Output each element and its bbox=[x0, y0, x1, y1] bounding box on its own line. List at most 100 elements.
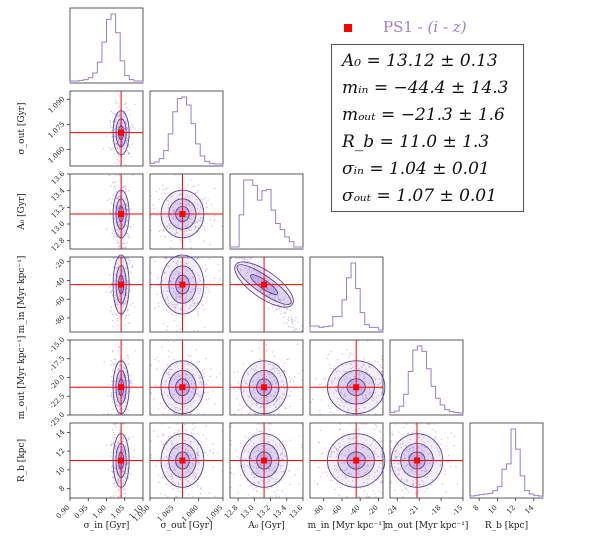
y-tick-label: 14 bbox=[54, 428, 66, 440]
sample-point bbox=[108, 383, 110, 386]
sample-point bbox=[178, 194, 181, 197]
sample-point bbox=[360, 487, 362, 489]
sample-point bbox=[230, 423, 232, 425]
sample-point bbox=[118, 196, 120, 198]
sample-point bbox=[109, 121, 112, 124]
sample-point bbox=[381, 371, 383, 373]
sample-point bbox=[258, 347, 260, 350]
sample-point bbox=[205, 206, 207, 209]
sample-point bbox=[335, 482, 337, 484]
sample-point bbox=[180, 221, 182, 224]
truth-marker bbox=[118, 384, 125, 391]
sample-point bbox=[128, 143, 130, 146]
sample-point bbox=[110, 111, 113, 113]
sample-point bbox=[127, 139, 129, 142]
sample-point bbox=[322, 452, 324, 454]
sample-point bbox=[150, 195, 152, 197]
sample-point bbox=[310, 401, 312, 403]
sample-point bbox=[195, 221, 197, 223]
sample-point bbox=[108, 174, 111, 177]
sample-point bbox=[445, 445, 447, 448]
sample-point bbox=[427, 423, 430, 425]
sample-point bbox=[322, 388, 324, 391]
sample-point bbox=[116, 487, 119, 489]
sample-point bbox=[196, 412, 199, 414]
sample-point bbox=[122, 423, 124, 425]
sample-point bbox=[200, 198, 202, 200]
sample-point bbox=[156, 293, 158, 295]
sample-point bbox=[111, 476, 114, 478]
sample-point bbox=[330, 350, 332, 353]
sample-point bbox=[162, 444, 164, 446]
sample-point bbox=[159, 403, 161, 405]
panel-sigma_in-vs-R_b bbox=[69, 422, 144, 499]
sample-point bbox=[283, 307, 286, 310]
x-tick-label: 13.0 bbox=[239, 504, 256, 521]
sample-point bbox=[296, 468, 299, 470]
sample-point bbox=[284, 371, 286, 373]
y-tick-label: -40 bbox=[53, 276, 67, 290]
sample-point bbox=[114, 205, 116, 207]
sample-point bbox=[314, 480, 316, 482]
sample-point bbox=[118, 224, 120, 226]
sample-point bbox=[115, 222, 117, 224]
x-tick-label: -18 bbox=[429, 504, 443, 518]
sample-point bbox=[322, 472, 324, 475]
sample-point bbox=[160, 235, 162, 237]
sample-point bbox=[177, 292, 179, 295]
sample-point bbox=[164, 236, 167, 238]
sample-point bbox=[173, 210, 176, 212]
sample-point bbox=[124, 302, 127, 304]
sample-point bbox=[221, 430, 223, 432]
sample-point bbox=[134, 350, 137, 352]
sample-point bbox=[194, 192, 197, 195]
sample-point bbox=[184, 238, 186, 240]
sample-point bbox=[125, 197, 127, 199]
sample-point bbox=[111, 232, 113, 234]
sample-point bbox=[113, 182, 116, 184]
sample-point bbox=[133, 449, 135, 452]
sample-point bbox=[170, 435, 172, 437]
sample-point bbox=[207, 379, 209, 382]
sample-point bbox=[111, 319, 114, 322]
sample-point bbox=[294, 474, 296, 476]
sample-point bbox=[205, 399, 208, 401]
sample-point bbox=[118, 95, 121, 97]
sample-point bbox=[111, 451, 113, 454]
sample-point bbox=[287, 325, 290, 328]
sample-point bbox=[205, 286, 208, 289]
sample-point bbox=[112, 408, 114, 411]
sample-point bbox=[111, 181, 114, 184]
sample-point bbox=[256, 431, 258, 433]
sample-point bbox=[119, 119, 121, 121]
sample-point bbox=[188, 307, 190, 309]
sample-point bbox=[168, 426, 171, 429]
sample-point bbox=[183, 216, 186, 219]
sample-point bbox=[121, 268, 123, 271]
sample-point bbox=[129, 473, 131, 476]
sample-point bbox=[113, 280, 115, 282]
sample-point bbox=[185, 204, 188, 206]
sample-point bbox=[172, 278, 174, 280]
sample-point bbox=[116, 128, 118, 130]
sample-point bbox=[326, 357, 328, 360]
sample-point bbox=[173, 341, 175, 343]
sample-point bbox=[190, 214, 192, 217]
sample-point bbox=[113, 193, 115, 195]
sample-point bbox=[165, 405, 167, 408]
sample-point bbox=[381, 401, 383, 403]
sample-point bbox=[150, 257, 152, 259]
sample-point bbox=[183, 231, 185, 233]
sample-point bbox=[171, 282, 173, 285]
sample-point bbox=[129, 388, 131, 390]
sample-point bbox=[357, 496, 359, 498]
sample-point bbox=[178, 257, 180, 259]
sample-point bbox=[381, 408, 383, 410]
sample-point bbox=[347, 413, 349, 415]
sample-point bbox=[301, 326, 303, 328]
sample-point bbox=[315, 378, 317, 380]
sample-point bbox=[115, 485, 118, 487]
y-axis-label-sigma_out: σ_out [Gyr] bbox=[17, 103, 27, 155]
sample-point bbox=[253, 413, 255, 415]
sample-point bbox=[150, 391, 152, 394]
